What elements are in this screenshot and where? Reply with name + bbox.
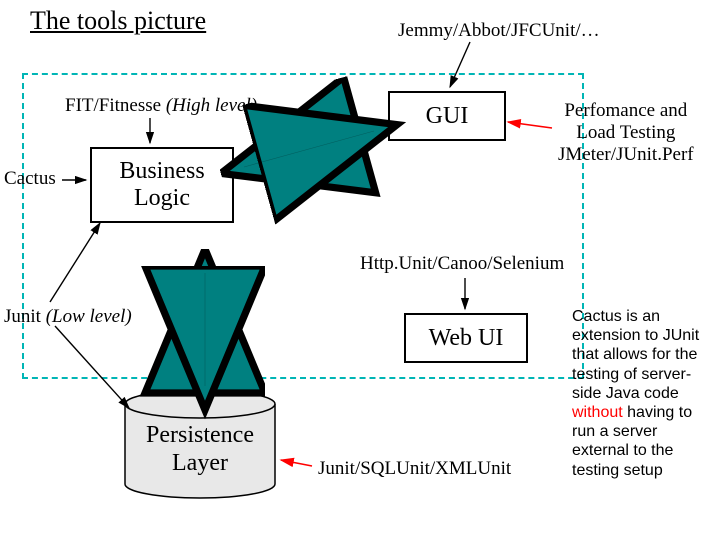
label-cactus: Cactus <box>4 168 56 190</box>
svg-text:Persistence: Persistence <box>146 422 254 448</box>
label-perf-l2: Load Testing <box>576 122 675 143</box>
note-highlight: without <box>572 404 623 421</box>
box-web-text: Web UI <box>429 325 504 352</box>
label-jemmy: Jemmy/Abbot/JFCUnit/… <box>398 20 600 42</box>
box-biz-l2: Logic <box>134 185 190 211</box>
box-biz-l1: Business <box>119 158 204 184</box>
label-junit-text: Junit <box>4 306 46 327</box>
box-web-ui: Web UI <box>404 313 528 363</box>
box-gui: GUI <box>388 91 506 141</box>
label-perf-l3: JMeter/JUnit.Perf <box>558 144 694 165</box>
label-perf-l1: Perfomance and <box>564 100 687 121</box>
label-fit-text: FIT/Fitnesse <box>65 95 166 116</box>
label-sql: Junit/SQLUnit/XMLUnit <box>318 458 511 480</box>
note-t1: Cactus is an extension to JUnit that all… <box>572 308 699 402</box>
svg-text:Layer: Layer <box>172 450 228 476</box>
label-http: Http.Unit/Canoo/Selenium <box>360 253 564 275</box>
label-junit: Junit (Low level) <box>4 306 132 328</box>
page-title: The tools picture <box>30 6 206 36</box>
label-fit-em: (High level) <box>166 95 257 116</box>
label-junit-em: (Low level) <box>46 306 132 327</box>
label-perf: Perfomance and Load Testing JMeter/JUnit… <box>558 100 694 166</box>
box-gui-text: GUI <box>426 103 469 130</box>
cactus-note: Cactus is an extension to JUnit that all… <box>572 307 714 480</box>
label-fit: FIT/Fitnesse (High level) <box>65 95 257 117</box>
box-business-logic: Business Logic <box>90 147 234 223</box>
